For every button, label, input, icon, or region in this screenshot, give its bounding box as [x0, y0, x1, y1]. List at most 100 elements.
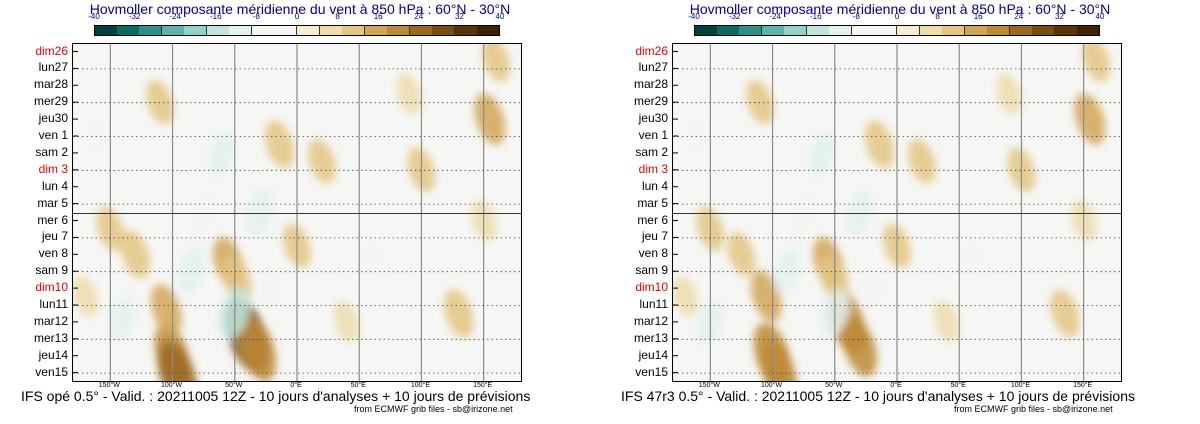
- colorbar-swatch: [184, 25, 208, 36]
- colorbar-swatch: [116, 25, 140, 36]
- colorbar-tick-label: -24: [169, 12, 181, 21]
- field-anomaly: [73, 276, 99, 318]
- field-anomaly: [933, 301, 960, 343]
- y-tick-label: lun11: [39, 297, 68, 311]
- field-anomaly: [308, 139, 336, 184]
- hovmoller-field: [673, 44, 1121, 381]
- x-tick-label: 50°W: [225, 382, 243, 389]
- colorbar-frame: [94, 25, 500, 36]
- y-tick-label: dim10: [635, 280, 668, 295]
- chart-title: Hovmoller composante méridienne du vent …: [89, 1, 511, 17]
- field-anomaly: [444, 289, 474, 338]
- colorbar-tick-label: 24: [1014, 12, 1024, 21]
- y-tick-label: mar 5: [637, 195, 668, 210]
- y-tick-label: dim 3: [638, 161, 668, 176]
- credit-text: from ECMWF grib files - sb@irizone.net: [354, 404, 513, 414]
- field-anomaly: [864, 120, 895, 169]
- field-anomaly: [245, 187, 275, 237]
- colorbar-swatch: [342, 25, 366, 36]
- x-tick-label: 0°E: [890, 382, 902, 389]
- y-tick-label: lun27: [38, 60, 68, 75]
- colorbar-swatch: [297, 25, 321, 36]
- y-tick-label: mar 5: [37, 195, 68, 210]
- colorbar-swatch: [942, 25, 966, 36]
- colorbar-swatch: [139, 25, 163, 36]
- colorbar-swatch: [874, 25, 898, 36]
- colorbar-swatch: [694, 25, 718, 36]
- y-tick-label: dim 3: [38, 161, 68, 176]
- colorbar-swatch: [432, 25, 456, 36]
- y-tick-label: lun 4: [641, 178, 668, 193]
- y-tick-label: ven 1: [638, 128, 668, 142]
- colorbar-tick-label: 40: [495, 12, 505, 21]
- y-tick-label: mer29: [33, 94, 68, 109]
- hovmoller-field: [73, 44, 521, 381]
- field-anomaly: [908, 139, 936, 184]
- y-tick-label: lun 4: [41, 178, 68, 193]
- field-anomaly: [673, 276, 699, 318]
- y-tick-label: sam 2: [35, 144, 68, 159]
- colorbar-tick-label: 40: [1095, 12, 1105, 21]
- colorbar-swatch: [806, 25, 830, 36]
- y-tick-label: jeu14: [638, 347, 668, 362]
- colorbar-swatch: [897, 25, 921, 36]
- y-tick-label: dim26: [635, 43, 668, 58]
- y-tick-label: dim26: [35, 43, 68, 58]
- y-tick-label: sam 9: [35, 263, 68, 278]
- colorbar-tick-label: 0: [294, 12, 300, 21]
- colorbar-tick-label: -8: [252, 12, 260, 21]
- colorbar-swatch: [919, 25, 943, 36]
- chart-title: Hovmoller composante méridienne du vent …: [689, 1, 1111, 17]
- x-tick-label: 100°E: [1010, 382, 1031, 389]
- colorbar-tick-label: 32: [454, 12, 464, 21]
- colorbar-swatch: [319, 25, 343, 36]
- y-tick-label: ven15: [635, 364, 668, 379]
- field-anomaly: [773, 248, 802, 294]
- x-tick-label: 100°E: [410, 382, 431, 389]
- x-tick-label: 50°W: [825, 382, 843, 389]
- x-tick-label: 50°E: [350, 382, 366, 389]
- y-tick-label: sam 2: [635, 144, 668, 159]
- field-anomaly: [150, 284, 182, 336]
- field-anomaly: [808, 130, 836, 176]
- field-anomaly: [746, 79, 774, 125]
- field-anomaly: [1082, 44, 1110, 83]
- colorbar-swatch: [739, 25, 763, 36]
- field-anomaly: [727, 232, 756, 277]
- colorbar-swatch: [161, 25, 185, 36]
- field-anomaly: [157, 341, 198, 381]
- y-tick-label: jeu30: [638, 111, 668, 126]
- colorbar-swatch: [274, 25, 298, 36]
- colorbar-swatch: [387, 25, 411, 36]
- field-anomaly: [482, 44, 510, 83]
- colorbar-swatch: [1032, 25, 1056, 36]
- field-anomaly: [208, 130, 236, 176]
- colorbar-tick-label: 16: [973, 12, 983, 21]
- colorbar-tick-label: -40: [88, 12, 100, 21]
- y-tick-label: mar28: [633, 77, 668, 92]
- x-tick-label: 100°W: [161, 382, 183, 389]
- x-tick-label: 0°E: [290, 382, 302, 389]
- field-anomaly: [190, 191, 217, 233]
- colorbar-swatch: [409, 25, 433, 36]
- y-tick-label: dim10: [35, 280, 68, 295]
- colorbar-swatch: [784, 25, 808, 36]
- colorbar-swatch: [364, 25, 388, 36]
- colorbar-frame: [694, 25, 1100, 36]
- y-tick-label: ven 8: [38, 246, 68, 261]
- chart-caption: IFS opé 0.5° - Valid. : 20211005 12Z - 1…: [21, 388, 531, 404]
- x-tick-label: 100°W: [761, 382, 783, 389]
- y-tick-label: ven 1: [38, 128, 68, 142]
- x-tick-label: 150°W: [98, 382, 120, 389]
- field-anomaly: [846, 189, 874, 235]
- field-anomaly: [474, 93, 506, 145]
- field-anomaly: [146, 79, 174, 125]
- colorbar-tick-label: -16: [210, 12, 222, 21]
- colorbar-tick-label: -24: [769, 12, 781, 21]
- y-tick-label: jeu30: [38, 111, 68, 126]
- colorbar-tick-label: 8: [935, 12, 940, 21]
- y-tick-label: mar28: [33, 77, 68, 92]
- x-tick-label: 150°E: [473, 382, 493, 389]
- colorbar-tick-label: -40: [688, 12, 700, 21]
- field-anomaly: [85, 115, 111, 157]
